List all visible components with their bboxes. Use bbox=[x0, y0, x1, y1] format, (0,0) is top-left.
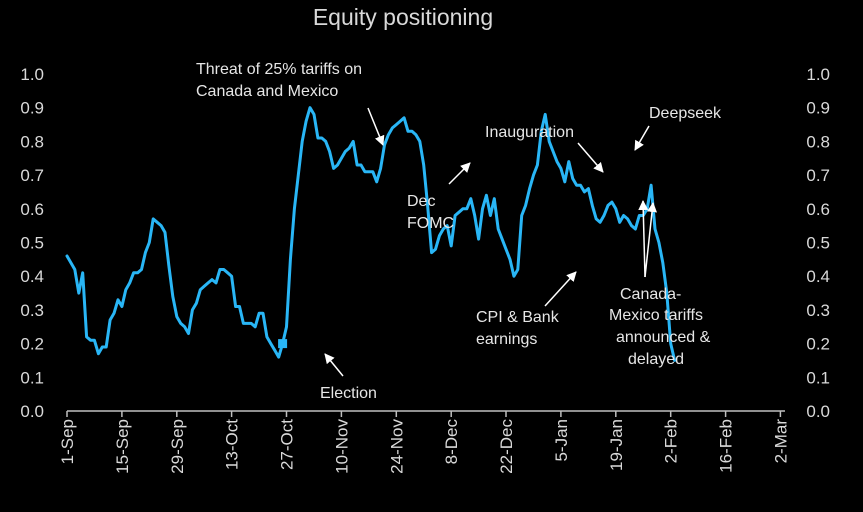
arrow-tariffs-announced bbox=[638, 200, 649, 278]
y-tick-right-4: 0.4 bbox=[806, 267, 830, 286]
chart-title: Equity positioning bbox=[313, 4, 493, 30]
x-tick-label-3: 13-Oct bbox=[223, 419, 242, 470]
y-tick-right-1: 0.1 bbox=[806, 368, 830, 387]
y-tick-left-10: 1.0 bbox=[20, 65, 44, 84]
x-tick-label-4: 27-Oct bbox=[278, 419, 297, 470]
annotation-cpi-line-1: CPI & Bank bbox=[476, 309, 560, 326]
annotation-tariffs-line-3: announced & bbox=[616, 329, 711, 346]
annotation-tariffs-line-2: Mexico tariffs bbox=[609, 307, 703, 324]
y-tick-left-5: 0.5 bbox=[20, 234, 44, 253]
x-tick-label-12: 16-Feb bbox=[717, 419, 736, 473]
y-tick-left-2: 0.2 bbox=[20, 335, 44, 354]
y-tick-left-0: 0.0 bbox=[20, 402, 44, 421]
annotation-dec-fomc: Dec FOMC bbox=[407, 162, 471, 232]
annotation-deepseek: Deepseek bbox=[634, 105, 722, 151]
election-marker bbox=[278, 339, 288, 349]
y-tick-left-1: 0.1 bbox=[20, 368, 44, 387]
arrow-dec-fomc bbox=[448, 162, 471, 185]
annotation-tariff-threat: Threat of 25% tariffs on Canada and Mexi… bbox=[196, 61, 385, 146]
annotation-election: Election bbox=[320, 353, 377, 402]
x-tick-label-10: 19-Jan bbox=[607, 419, 626, 471]
y-tick-left-8: 0.8 bbox=[20, 132, 44, 151]
y-tick-right-5: 0.5 bbox=[806, 234, 830, 253]
y-tick-left-6: 0.6 bbox=[20, 200, 44, 219]
x-tick-label-7: 8-Dec bbox=[442, 419, 461, 465]
annotation-cpi-bank: CPI & Bank earnings bbox=[476, 271, 577, 348]
arrow-deepseek bbox=[634, 125, 650, 151]
y-axis-right: 0.0 0.1 0.2 0.3 0.4 0.5 0.6 0.7 0.8 0.9 1.0 bbox=[806, 65, 830, 421]
y-tick-right-8: 0.8 bbox=[806, 132, 830, 151]
arrow-inauguration bbox=[577, 142, 604, 173]
x-axis-ticks: 1-Sep 15-Sep 29-Sep 13-Oct 27-Oct 10-Nov 24-No… bbox=[58, 411, 790, 474]
annotation-inauguration: Inauguration bbox=[485, 124, 604, 173]
y-tick-right-0: 0.0 bbox=[806, 402, 830, 421]
y-tick-right-9: 0.9 bbox=[806, 99, 830, 118]
annotation-tariffs-line-1: Canada- bbox=[620, 286, 681, 303]
annotation-tariffs-line-4: delayed bbox=[628, 351, 684, 368]
equity-positioning-line bbox=[65, 106, 677, 362]
y-tick-left-3: 0.3 bbox=[20, 301, 44, 320]
x-tick-label-8: 22-Dec bbox=[497, 419, 516, 474]
annotation-inauguration-text: Inauguration bbox=[485, 124, 574, 141]
y-tick-right-7: 0.7 bbox=[806, 166, 830, 185]
x-tick-label-1: 15-Sep bbox=[113, 419, 132, 474]
y-tick-left-7: 0.7 bbox=[20, 166, 44, 185]
arrow-tariffs-delayed bbox=[644, 202, 658, 278]
y-tick-left-4: 0.4 bbox=[20, 267, 44, 286]
x-tick-label-6: 24-Nov bbox=[387, 419, 406, 474]
annotation-fomc-line-2: FOMC bbox=[407, 215, 454, 232]
annotation-fomc-line-1: Dec bbox=[407, 193, 435, 210]
x-tick-label-11: 2-Feb bbox=[662, 419, 681, 463]
x-tick-label-5: 10-Nov bbox=[332, 419, 351, 474]
annotation-tariff-line-2: Canada and Mexico bbox=[196, 83, 338, 100]
arrow-election bbox=[324, 353, 344, 377]
y-tick-right-2: 0.2 bbox=[806, 335, 830, 354]
annotation-election-text: Election bbox=[320, 385, 377, 402]
annotation-tariff-line-1: Threat of 25% tariffs on bbox=[196, 61, 362, 78]
x-tick-label-13: 2-Mar bbox=[771, 419, 790, 464]
y-tick-left-9: 0.9 bbox=[20, 99, 44, 118]
arrow-cpi-bank bbox=[544, 271, 577, 307]
annotation-deepseek-text: Deepseek bbox=[649, 105, 722, 122]
annotation-cpi-line-2: earnings bbox=[476, 331, 537, 348]
x-tick-label-0: 1-Sep bbox=[58, 419, 77, 464]
annotation-tariffs-delayed: Canada- Mexico tariffs announced & delay… bbox=[609, 200, 711, 368]
x-tick-label-9: 5-Jan bbox=[552, 419, 571, 462]
y-axis-left: 0.0 0.1 0.2 0.3 0.4 0.5 0.6 0.7 0.8 0.9 1.0 bbox=[20, 65, 44, 421]
y-tick-right-10: 1.0 bbox=[806, 65, 830, 84]
x-tick-label-2: 29-Sep bbox=[168, 419, 187, 474]
y-tick-right-3: 0.3 bbox=[806, 301, 830, 320]
arrow-tariff-threat bbox=[367, 107, 385, 146]
y-tick-right-6: 0.6 bbox=[806, 200, 830, 219]
